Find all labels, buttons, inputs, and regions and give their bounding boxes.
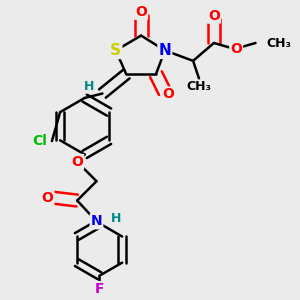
Text: N: N <box>158 43 171 58</box>
Text: N: N <box>91 214 102 228</box>
Text: O: O <box>41 190 53 205</box>
Text: O: O <box>208 9 220 23</box>
Text: O: O <box>135 5 147 19</box>
Text: F: F <box>95 282 104 296</box>
Text: Cl: Cl <box>33 134 47 148</box>
Text: O: O <box>162 87 174 101</box>
Text: H: H <box>84 80 94 93</box>
Text: O: O <box>230 42 242 56</box>
Text: O: O <box>71 155 83 169</box>
Text: H: H <box>111 212 121 225</box>
Text: S: S <box>110 43 121 58</box>
Text: CH₃: CH₃ <box>187 80 211 94</box>
Text: CH₃: CH₃ <box>266 37 291 50</box>
